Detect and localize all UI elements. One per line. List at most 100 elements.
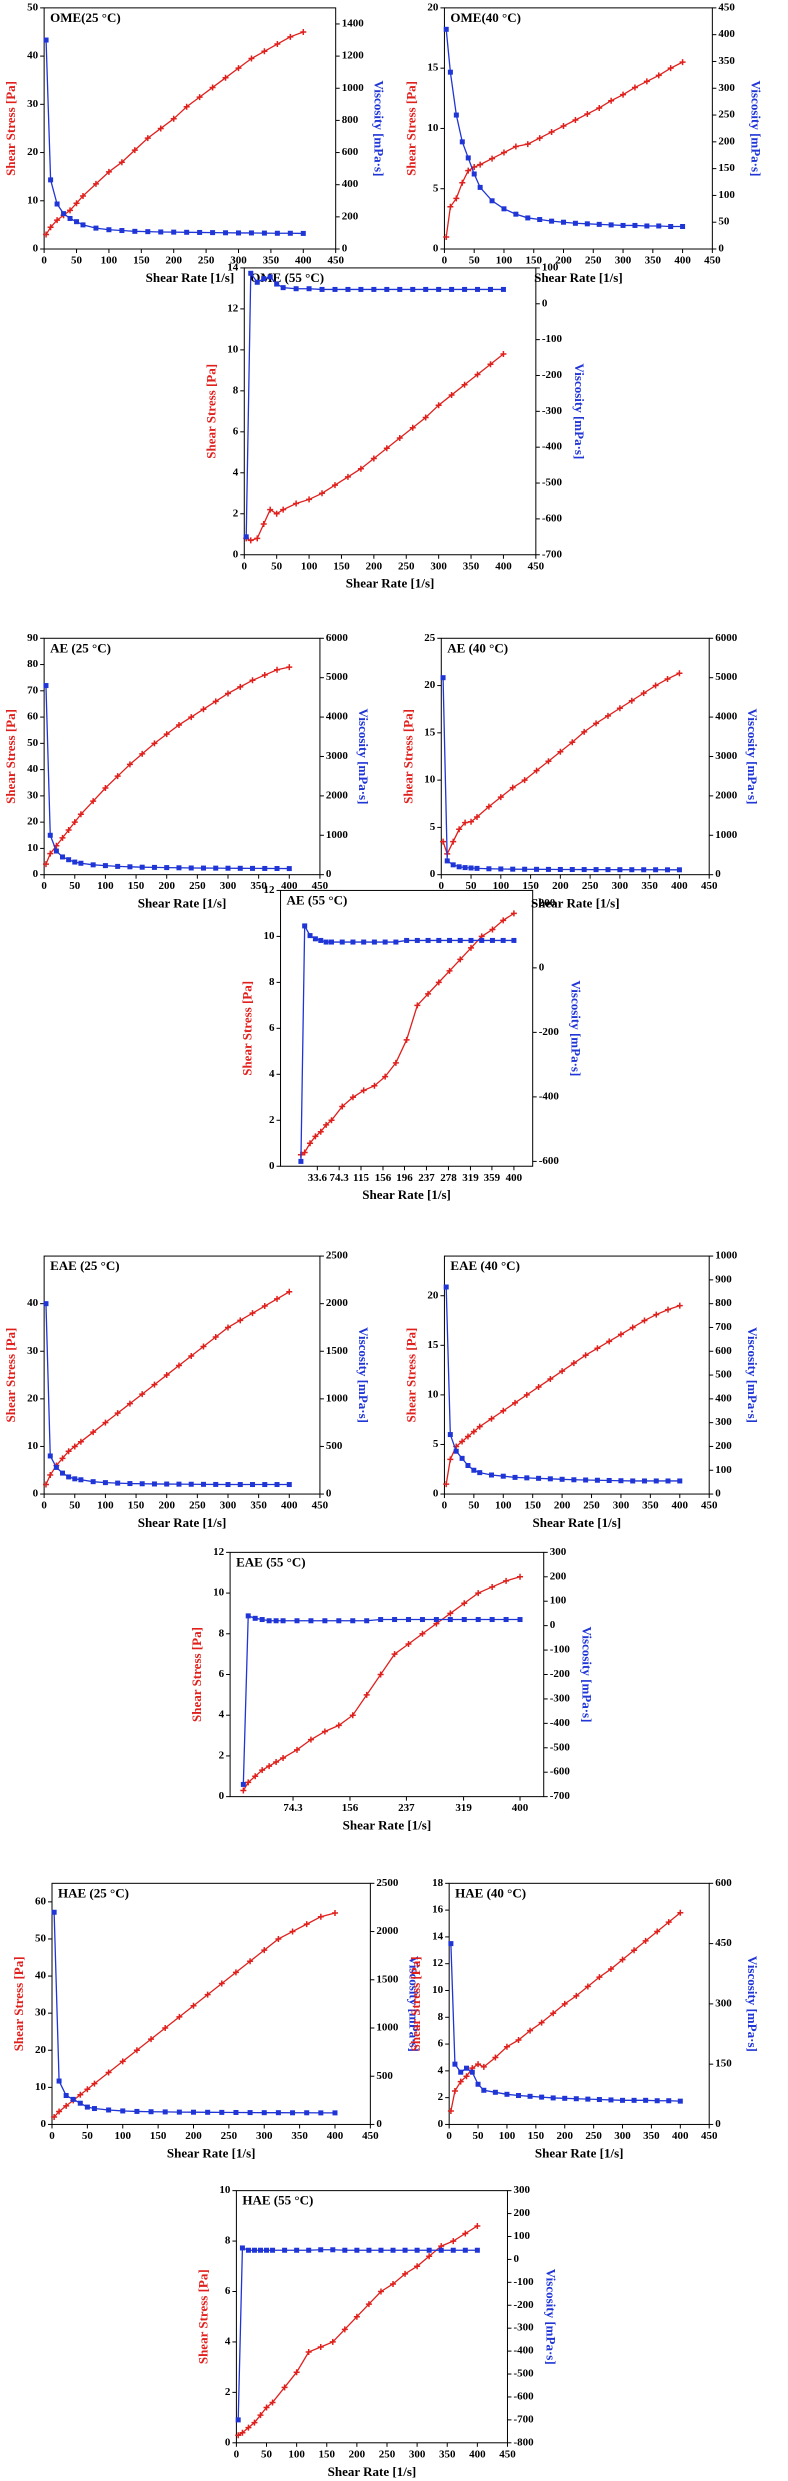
data-point (500, 917, 507, 924)
data-point (488, 1415, 495, 1422)
x-tick-label: 0 (41, 255, 47, 267)
y2-tick-label: 0 (513, 2253, 519, 2265)
data-point (66, 857, 72, 863)
chart-title: HAE (25 °C) (58, 1885, 129, 1900)
data-point (390, 2280, 397, 2287)
y2-tick-label: 0 (326, 868, 332, 880)
y-tick-label: 0 (33, 243, 39, 255)
data-point (273, 1759, 280, 1766)
data-point (500, 350, 507, 357)
data-point (275, 2110, 281, 2116)
data-point (148, 2036, 155, 2043)
plot-frame (443, 7, 713, 250)
data-point (212, 698, 219, 705)
data-point (655, 72, 662, 79)
data-point (378, 1617, 384, 1623)
y2-tick-label: 400 (715, 1392, 732, 1404)
data-point (470, 1428, 477, 1435)
data-point (425, 937, 431, 943)
data-point (604, 712, 611, 719)
x-tick-label: 450 (327, 255, 344, 267)
data-point (462, 2247, 468, 2253)
x-tick-label: 350 (263, 255, 280, 267)
x-tick-label: 150 (525, 255, 542, 267)
data-point (349, 1094, 356, 1101)
x-axis-label: Shear Rate [1/s] (343, 1818, 432, 1833)
data-point (370, 455, 377, 462)
chart-title: EAE (25 °C) (50, 1258, 119, 1273)
data-point (245, 1613, 251, 1619)
y-axis-label: Shear Stress [Pa] (400, 709, 415, 804)
y2-tick-label: 0 (326, 1488, 332, 1500)
data-point (249, 1310, 256, 1317)
data-point (90, 1429, 97, 1436)
data-point (263, 2404, 270, 2411)
data-point (453, 1448, 459, 1454)
data-point (371, 286, 377, 292)
data-point (171, 229, 177, 235)
y2-tick-label: 1000 (376, 2022, 399, 2034)
y-tick-label: 80 (27, 658, 39, 670)
x-tick-label: 400 (495, 560, 512, 572)
data-point (257, 2247, 263, 2253)
data-point (536, 1475, 542, 1481)
series-line (442, 672, 680, 856)
data-point (371, 939, 377, 945)
data-point (443, 1284, 449, 1290)
data-point (666, 2098, 672, 2104)
y-tick-label: 30 (27, 98, 39, 110)
data-point (559, 1476, 565, 1482)
data-point (617, 1331, 624, 1338)
data-point (151, 1381, 158, 1388)
data-point (489, 926, 496, 933)
x-axis-label: Shear Rate [1/s] (533, 1515, 622, 1530)
data-point (293, 500, 300, 507)
data-point (280, 1618, 286, 1624)
data-point (286, 1482, 292, 1488)
x-tick-label: 350 (643, 2130, 660, 2142)
data-point (312, 1133, 319, 1140)
y-tick-label: 30 (35, 2007, 47, 2019)
data-point (90, 798, 97, 805)
data-point (477, 184, 483, 190)
data-point (357, 465, 364, 472)
data-point (344, 473, 351, 480)
data-point (254, 535, 261, 542)
data-point (84, 2104, 90, 2110)
y-tick-label: 25 (424, 632, 436, 644)
y-axis-label: Shear Stress [Pa] (189, 1627, 204, 1722)
series-line (450, 1912, 681, 2112)
data-point (438, 2247, 444, 2253)
data-point (522, 866, 528, 872)
y2-axis-label: Viscosity [mPa·s] (356, 1327, 371, 1423)
x-tick-label: 350 (642, 1500, 659, 1512)
data-point (676, 867, 682, 873)
data-point (264, 2247, 270, 2253)
data-point (607, 1966, 614, 1973)
data-point (332, 286, 338, 292)
data-point (594, 1477, 600, 1483)
data-point (270, 2247, 276, 2253)
data-point (273, 510, 280, 517)
data-point (487, 286, 493, 292)
x-tick-label: 300 (220, 1500, 237, 1512)
x-tick-label: 300 (230, 255, 247, 267)
y2-tick-label: -300 (550, 1692, 571, 1704)
data-point (498, 866, 504, 872)
data-point (119, 2058, 126, 2065)
data-point (170, 115, 177, 122)
data-point (581, 728, 588, 735)
x-tick-label: 100 (495, 1500, 512, 1512)
data-point (446, 967, 453, 974)
data-point (549, 218, 555, 224)
x-tick-label: 115 (353, 1172, 369, 1184)
data-point (114, 773, 121, 780)
y2-tick-label: 400 (718, 28, 735, 40)
x-tick-label: 400 (295, 255, 312, 267)
plot-frame (440, 637, 710, 876)
data-point (459, 1438, 466, 1445)
data-point (653, 1478, 659, 1484)
data-point (197, 229, 203, 235)
data-point (414, 937, 420, 943)
data-point (273, 1618, 279, 1624)
